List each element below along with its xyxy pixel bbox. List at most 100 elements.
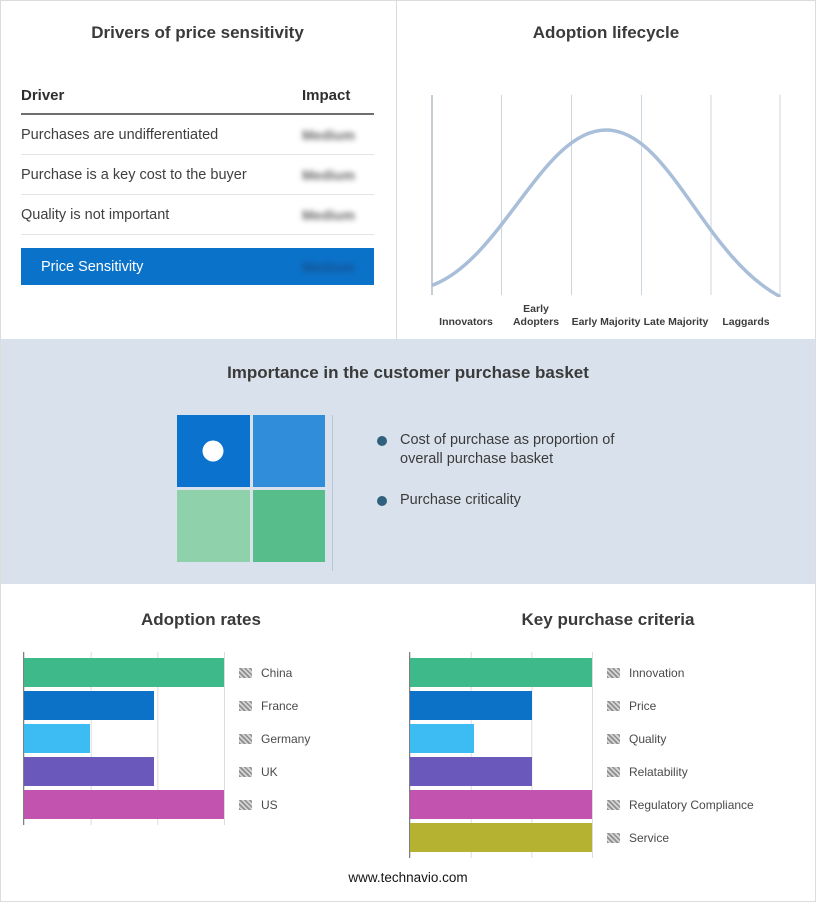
stage-label-late-majority: Late Majority <box>643 316 709 328</box>
legend-item: China <box>239 658 310 687</box>
key-purchase-criteria-plot <box>409 652 593 858</box>
impact-cell-redacted: Medium <box>302 127 355 143</box>
legend-item: Innovation <box>607 658 754 687</box>
legend-label: Service <box>629 830 670 845</box>
legend-item: Regulatory Compliance <box>607 790 754 819</box>
stage-label-laggards: Laggards <box>722 316 770 328</box>
legend-swatch-hatch-icon <box>607 766 620 777</box>
bar-row-germany <box>24 724 224 753</box>
legend-swatch-hatch-icon <box>239 799 252 810</box>
lifecycle-chart: Innovators Early Adopters Early Majority… <box>431 95 781 329</box>
bar-row-us <box>24 790 224 819</box>
lifecycle-panel: Adoption lifecycle Innovators Early Adop… <box>397 1 815 339</box>
legend-label: Regulatory Compliance <box>629 797 754 812</box>
charts-row: Adoption rates <box>1 610 815 858</box>
lifecycle-curve-canvas <box>431 95 781 297</box>
quadrant-cell-top-left <box>177 415 250 487</box>
legend-item: US <box>239 790 310 819</box>
price-sensitivity-impact-redacted: Medium <box>302 258 355 275</box>
bullet-dot-icon <box>377 436 387 446</box>
quadrant-cell-bottom-right <box>252 490 325 562</box>
driver-cell: Quality is not important <box>21 207 170 223</box>
lifecycle-title: Adoption lifecycle <box>532 23 680 42</box>
price-sensitivity-label: Price Sensitivity <box>41 258 144 275</box>
adoption-rates-title: Adoption rates <box>141 610 261 629</box>
bar-row-price <box>410 691 592 720</box>
quadrant-cell-top-right <box>252 415 325 487</box>
legend-swatch-hatch-icon <box>239 733 252 744</box>
basket-content: Cost of purchase as proportion of overal… <box>1 415 815 571</box>
stage-label-early-majority: Early Majority <box>571 316 641 328</box>
bar-france <box>24 691 154 720</box>
price-sensitivity-row: Price Sensitivity Medium <box>21 248 374 285</box>
bar-relatability <box>410 757 532 786</box>
basket-title: Importance in the customer purchase bask… <box>227 363 589 382</box>
table-row: Purchases are undifferentiated Medium <box>21 115 374 155</box>
bar-row-regulatory-compliance <box>410 790 592 819</box>
bell-curve <box>431 128 781 297</box>
legend-swatch-hatch-icon <box>607 733 620 744</box>
bar-innovation <box>410 658 592 687</box>
legend-item: Relatability <box>607 757 754 786</box>
bullet-item: Purchase criticality <box>377 491 639 510</box>
drivers-table-header: Driver Impact <box>21 87 374 115</box>
legend-label: Germany <box>261 731 311 746</box>
legend-label: UK <box>261 764 278 779</box>
drivers-title: Drivers of price sensitivity <box>91 23 304 42</box>
bullet-item: Cost of purchase as proportion of overal… <box>377 431 639 469</box>
bar-row-relatability <box>410 757 592 786</box>
legend-swatch-hatch-icon <box>607 832 620 843</box>
bullet-text: Purchase criticality <box>400 492 521 508</box>
bar-germany <box>24 724 90 753</box>
adoption-rates-plot <box>23 652 225 825</box>
legend-item: UK <box>239 757 310 786</box>
legend-label: Innovation <box>629 665 685 680</box>
quadrant-graphic-frame <box>177 415 333 571</box>
adoption-rates-legend: China France Germany UK <box>239 652 310 825</box>
legend-item: Price <box>607 691 754 720</box>
drivers-panel: Drivers of price sensitivity Driver Impa… <box>1 1 397 339</box>
legend-label: US <box>261 797 278 812</box>
key-purchase-criteria-body: Innovation Price Quality Relatabili <box>409 652 815 858</box>
stage-label-early-adopters: Early Adopters <box>512 303 560 328</box>
quadrant-dot-icon <box>202 440 224 462</box>
bar-row-service <box>410 823 592 852</box>
legend-label: Relatability <box>629 764 688 779</box>
impact-cell-redacted: Medium <box>302 167 355 183</box>
bar-uk <box>24 757 154 786</box>
impact-cell-redacted: Medium <box>302 207 355 223</box>
bar-regulatory-compliance <box>410 790 592 819</box>
driver-cell: Purchase is a key cost to the buyer <box>21 167 247 183</box>
legend-item: France <box>239 691 310 720</box>
legend-label: Price <box>629 698 657 713</box>
quadrant-cell-bottom-left <box>177 490 250 562</box>
bullet-dot-icon <box>377 496 387 506</box>
legend-label: China <box>261 665 293 680</box>
driver-cell: Purchases are undifferentiated <box>21 127 219 143</box>
drivers-table: Driver Impact Purchases are undifferenti… <box>21 87 374 285</box>
legend-swatch-hatch-icon <box>607 799 620 810</box>
bar-row-uk <box>24 757 224 786</box>
header-driver-label: Driver <box>21 87 65 104</box>
table-row: Quality is not important Medium <box>21 195 374 235</box>
top-row: Drivers of price sensitivity Driver Impa… <box>1 1 815 339</box>
footer-url: www.technavio.com <box>348 870 468 885</box>
legend-item: Germany <box>239 724 310 753</box>
bar-row-innovation <box>410 658 592 687</box>
bar-row-china <box>24 658 224 687</box>
basket-bullet-list: Cost of purchase as proportion of overal… <box>377 415 639 571</box>
bar-quality <box>410 724 474 753</box>
bar-us <box>24 790 224 819</box>
adoption-rates-chart: Adoption rates <box>1 610 401 858</box>
bullet-text: Cost of purchase as proportion of overal… <box>400 432 615 467</box>
lifecycle-stage-labels: Innovators Early Adopters Early Majority… <box>431 303 781 329</box>
key-purchase-criteria-chart: Key purchase criteria <box>401 610 815 858</box>
purchase-basket-band: Importance in the customer purchase bask… <box>1 339 815 584</box>
legend-item: Service <box>607 823 754 852</box>
bar-china <box>24 658 224 687</box>
legend-label: France <box>261 698 299 713</box>
bar-row-quality <box>410 724 592 753</box>
stage-label-innovators: Innovators <box>439 316 493 328</box>
bar-service <box>410 823 592 852</box>
